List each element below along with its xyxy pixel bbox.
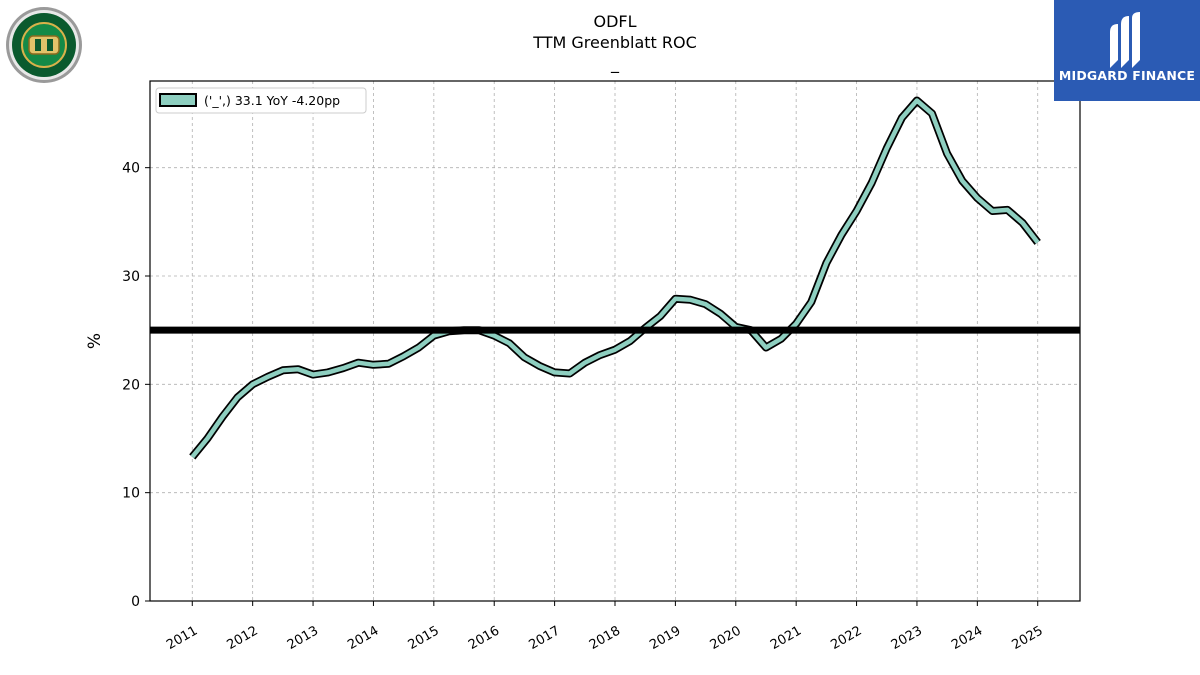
series-line — [190, 98, 1040, 459]
x-tick-label: 2023 — [889, 623, 925, 653]
brand-logo: MIDGARD FINANCE — [1054, 0, 1200, 101]
y-tick-label: 0 — [131, 594, 140, 610]
brand-name: MIDGARD FINANCE — [1058, 68, 1196, 83]
y-tick-label: 10 — [122, 486, 140, 502]
x-tick-label: 2012 — [225, 623, 261, 653]
x-tick-label: 2024 — [949, 623, 985, 653]
x-tick-label: 2014 — [345, 623, 381, 653]
x-tick-label: 2025 — [1010, 623, 1046, 653]
x-tick-label: 2022 — [828, 623, 864, 653]
legend-entry-label: ('_',) 33.1 YoY -4.20pp — [204, 93, 340, 108]
y-axis-label: % — [85, 333, 105, 349]
y-tick-label: 40 — [122, 161, 140, 177]
legend: ('_',) 33.1 YoY -4.20pp — [155, 87, 367, 114]
x-tick-label: 2016 — [466, 623, 502, 653]
x-tick-label: 2019 — [647, 623, 683, 653]
y-tick-label: 20 — [122, 377, 140, 393]
y-axis: 0 10 20 30 40 — [122, 161, 150, 610]
company-logo — [5, 6, 83, 88]
x-tick-label: 2020 — [708, 623, 744, 653]
chart-title-line-2: TTM Greenblatt ROC — [532, 33, 697, 52]
legend-swatch — [159, 93, 197, 107]
x-tick-label: 2013 — [285, 623, 321, 653]
legend-box — [155, 87, 367, 114]
chart-title-line-3: _ — [610, 54, 620, 74]
x-tick-label: 2021 — [768, 623, 804, 653]
x-tick-label: 2018 — [587, 623, 623, 653]
brand-mark-icon — [1110, 12, 1140, 68]
series — [189, 96, 1041, 460]
x-axis: 2011 2012 2013 2014 2015 2016 2017 2018 2019 2020… — [164, 601, 1046, 653]
grid — [150, 81, 1080, 601]
x-tick-label: 2017 — [526, 623, 562, 653]
x-tick-label: 2015 — [406, 623, 442, 653]
y-tick-label: 30 — [122, 269, 140, 285]
chart-title: ODFL TTM Greenblatt ROC _ — [532, 12, 697, 74]
x-tick-label: 2011 — [164, 623, 200, 653]
chart-title-line-1: ODFL — [593, 12, 636, 31]
